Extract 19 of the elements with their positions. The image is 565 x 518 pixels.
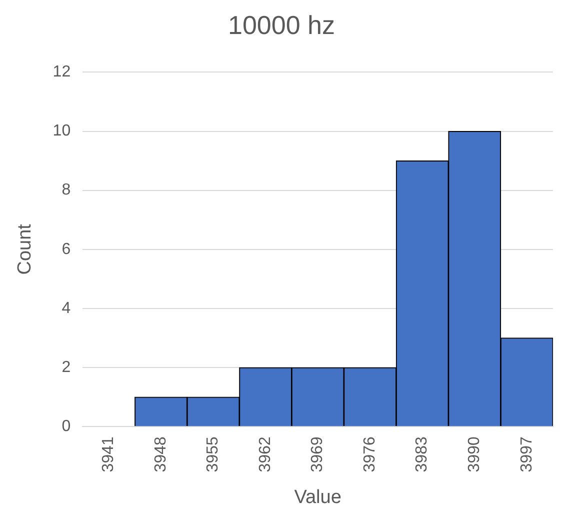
x-tick-label: 3983	[414, 436, 431, 472]
y-tick-label: 0	[62, 418, 71, 436]
x-axis-title: Value	[294, 486, 342, 508]
y-tick-label: 10	[52, 122, 71, 140]
y-tick-label: 8	[62, 182, 71, 199]
x-tick-label: 3990	[466, 436, 484, 472]
x-tick-label: 3955	[204, 436, 222, 472]
y-axis-title: Count	[14, 223, 36, 275]
chart-title: 10000 hz	[228, 10, 335, 40]
y-tick-label: 12	[52, 64, 71, 81]
x-tick-label: 3962	[256, 436, 274, 472]
x-tick-label: 3997	[518, 436, 536, 472]
x-tick-label: 3969	[309, 436, 326, 472]
y-tick-label: 2	[62, 358, 71, 376]
x-tick-label: 3976	[361, 436, 378, 472]
y-tick-label: 6	[62, 240, 71, 258]
x-tick-label: 3941	[100, 436, 118, 472]
y-tick-label: 4	[62, 300, 71, 317]
x-tick-label: 3948	[152, 436, 170, 472]
